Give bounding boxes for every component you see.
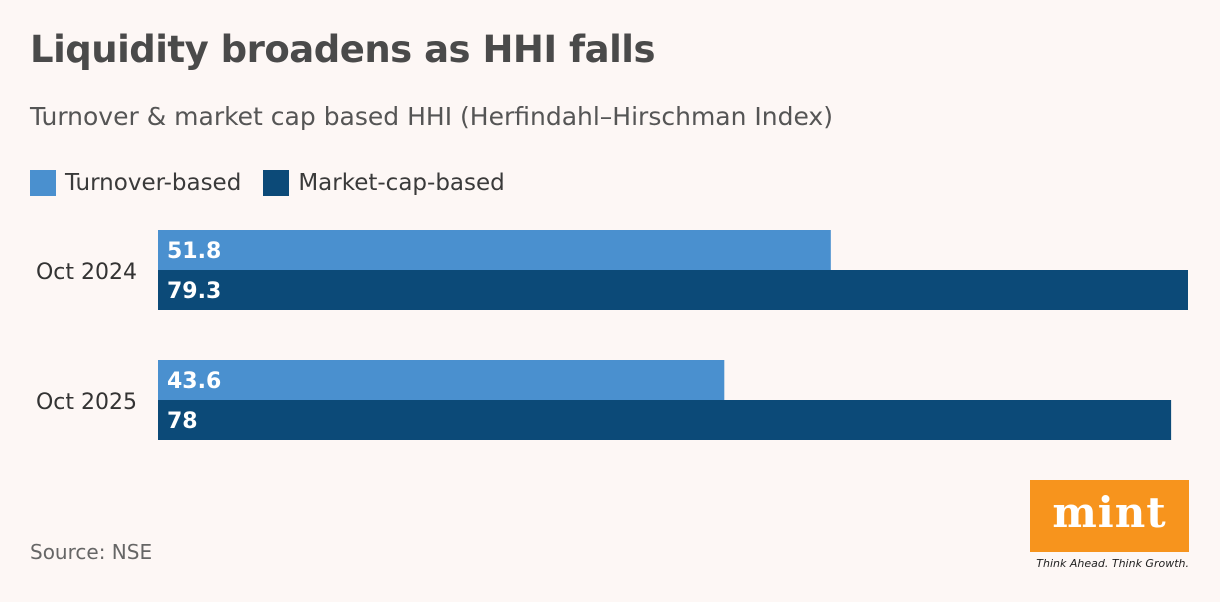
category-label: Oct 2025 [36,390,137,415]
legend-swatch-turnover [30,170,56,196]
data-label-marketcap: 79.3 [167,279,221,304]
data-label-turnover: 43.6 [167,369,221,394]
data-label-marketcap: 78 [167,409,198,434]
legend-label-turnover: Turnover-based [65,170,242,196]
category-label: Oct 2024 [36,260,137,285]
logo-wordmark: mint [1052,488,1167,537]
bar-turnover [158,230,831,270]
bar-marketcap [158,270,1188,310]
logo-tagline: Think Ahead. Think Growth. [1036,557,1189,570]
source-note: Source: NSE [30,540,153,564]
legend-swatch-marketcap [263,170,290,196]
bar-turnover [158,360,725,400]
legend-item-turnover: Turnover-based [30,170,241,196]
chart-title: Liquidity broadens as HHI falls [30,28,655,71]
legend-label-marketcap: Market-cap-based [298,170,505,196]
chart-subtitle: Turnover & market cap based HHI (Herfind… [30,102,833,131]
bar-marketcap [158,400,1172,440]
legend-item-marketcap: Market-cap-based [263,170,505,196]
mint-logo: mint [1030,480,1189,552]
data-label-turnover: 51.8 [167,239,221,264]
legend: Turnover-based Market-cap-based [30,168,527,198]
